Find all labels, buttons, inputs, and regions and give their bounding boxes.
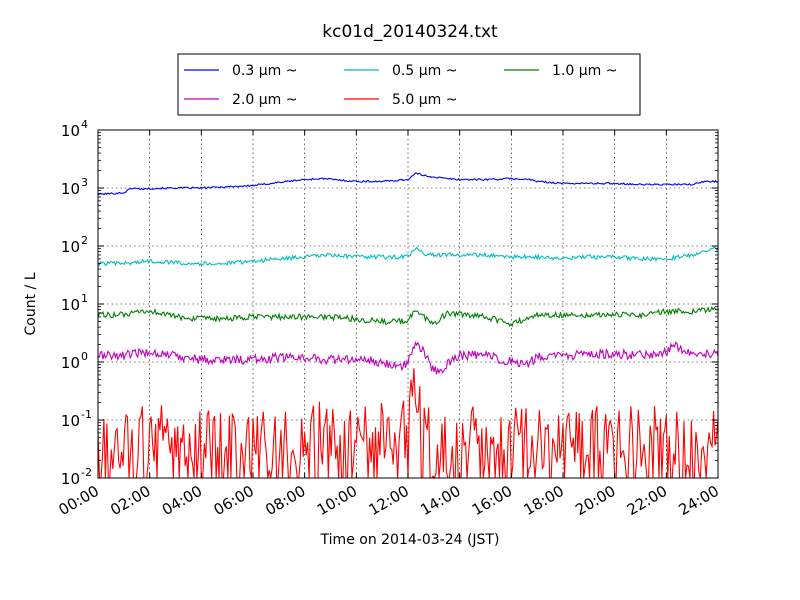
series-line — [97, 306, 719, 328]
y-axis-label: Count / L — [23, 272, 39, 335]
legend-label: 0.3 μm ~ — [232, 63, 297, 79]
y-tick-label: 10 — [61, 238, 80, 256]
legend-label: 1.0 μm ~ — [552, 63, 617, 79]
y-tick-label: 10 — [61, 412, 80, 430]
legend-label: 0.5 μm ~ — [392, 63, 457, 79]
y-tick-exponent: 4 — [81, 118, 88, 131]
y-tick-exponent: 0 — [81, 350, 88, 363]
series-line — [97, 340, 719, 375]
y-tick-exponent: -2 — [81, 466, 92, 479]
x-axis-label: Time on 2014-03-24 (JST) — [320, 532, 500, 548]
y-tick-exponent: 3 — [81, 176, 88, 189]
y-tick-label: 10 — [61, 296, 80, 314]
series-line — [97, 172, 719, 196]
y-tick-label: 10 — [61, 470, 80, 488]
y-tick-label: 10 — [61, 354, 80, 372]
legend: 0.3 μm ~ 0.5 μm ~ 1.0 μm ~ 2.0 μm ~ 5.0 μm ~ — [177, 53, 641, 116]
y-tick-exponent: -1 — [81, 408, 92, 421]
legend-label: 2.0 μm ~ — [232, 92, 297, 108]
y-tick-exponent: 2 — [81, 234, 88, 247]
chart-title: kc01d_20140324.txt — [322, 22, 498, 42]
legend-label: 5.0 μm ~ — [392, 92, 457, 108]
legend-box — [177, 53, 641, 116]
y-tick-exponent: 1 — [81, 292, 88, 305]
y-tick-label: 10 — [61, 122, 80, 140]
y-tick-label: 10 — [61, 180, 80, 198]
series-line — [97, 246, 719, 267]
